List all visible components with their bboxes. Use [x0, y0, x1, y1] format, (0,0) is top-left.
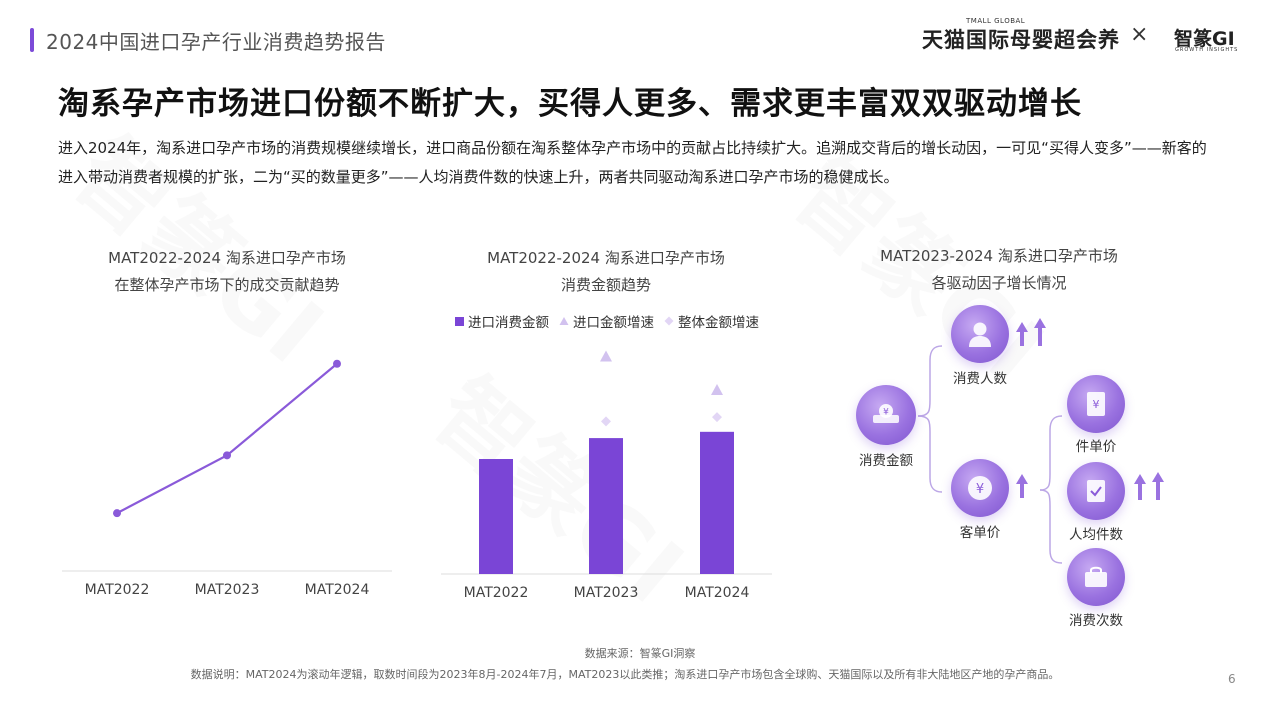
legend-label: 进口金额增速 [573, 315, 654, 331]
chart2-title-line1: MAT2022-2024 淘系进口孕产市场 [487, 249, 725, 267]
price-tag-icon: ¥ [1087, 392, 1105, 416]
zhizhuan-gi-logo: 智篆GI [1174, 28, 1235, 50]
chart1-xtick: MAT2024 [304, 582, 370, 598]
legend-item: 整体金额增速 [664, 311, 759, 331]
items-per-person-circle [1067, 462, 1125, 520]
tmall-global-logo-text: TMALL GLOBAL [966, 17, 1026, 25]
chart2-bar [700, 431, 734, 574]
svg-text:¥: ¥ [1093, 398, 1100, 411]
money-stack-icon: ¥ [873, 404, 899, 423]
chart2-legend: 进口消费金额 进口金额增速 整体金额增速 [455, 311, 759, 331]
chart2-title: MAT2022-2024 淘系进口孕产市场 消费金额趋势 [441, 245, 771, 299]
legend-item: 进口消费金额 [455, 311, 549, 331]
legend-triangle-icon [559, 317, 569, 325]
root-label: 消费金额 [859, 453, 913, 469]
person-icon [969, 322, 991, 347]
consumers-label: 消费人数 [953, 371, 1007, 387]
chart2-title-line2: 消费金额趋势 [560, 276, 651, 294]
page-number: 6 [1228, 672, 1236, 686]
header-accent-bar [30, 28, 34, 52]
legend-bar-swatch [455, 316, 464, 326]
chart1-xtick: MAT2022 [84, 582, 150, 598]
page-headline: 淘系孕产市场进口份额不断扩大，买得人更多、需求更丰富双双驱动增长 [58, 86, 1082, 122]
tmall-brand-logo: 天猫国际母婴超会养 [922, 28, 1120, 52]
drivers-title: MAT2023-2024 淘系进口孕产市场 各驱动因子增长情况 [834, 243, 1164, 297]
item-price-circle: ¥ [1067, 375, 1125, 433]
chart2-xtick: MAT2023 [573, 585, 639, 601]
chart2-xtick: MAT2024 [684, 585, 750, 601]
svg-text:¥: ¥ [883, 408, 889, 418]
brand-separator: × [1130, 22, 1149, 47]
legend-label: 整体金额增速 [678, 315, 759, 331]
legend-item: 进口金额增速 [559, 311, 654, 331]
double-up-arrow-icon [1134, 472, 1164, 500]
chart1-xtick: MAT2023 [194, 582, 260, 598]
legend-label: 进口消费金额 [468, 315, 549, 331]
report-title: 2024中国进口孕产行业消费趋势报告 [46, 30, 386, 54]
chart2-overall-growth-marker [601, 416, 611, 427]
chart1-title-line1: MAT2022-2024 淘系进口孕产市场 [108, 249, 346, 267]
drivers-title-line1: MAT2023-2024 淘系进口孕产市场 [880, 247, 1118, 265]
svg-text:¥: ¥ [976, 482, 984, 497]
data-note: 数据说明：MAT2024为滚动年逻辑，取数时间段为2023年8月-2024年7月… [190, 668, 1060, 681]
unit-price-circle: ¥ [951, 459, 1009, 517]
chart2-bar [479, 459, 513, 574]
chart1-point [113, 509, 121, 518]
up-arrow-icon [1016, 474, 1028, 498]
growth-insights-logo-text: GROWTH INSIGHTS [1175, 47, 1239, 53]
double-up-arrow-icon [1016, 318, 1046, 346]
chart2-overall-growth-marker [712, 412, 722, 423]
chart2-xtick: MAT2022 [463, 585, 529, 601]
item-price-label: 件单价 [1075, 439, 1117, 455]
chart1-title: MAT2022-2024 淘系进口孕产市场 在整体孕产市场下的成交贡献趋势 [62, 245, 392, 299]
unit-price-label: 客单价 [959, 525, 1001, 541]
checklist-icon [1087, 480, 1105, 502]
frequency-label: 消费次数 [1069, 613, 1123, 629]
chart2-import-growth-marker [711, 384, 723, 395]
drivers-title-line2: 各驱动因子增长情况 [931, 274, 1067, 292]
legend-diamond-icon [664, 316, 674, 326]
chart2-bar [589, 438, 623, 574]
consumers-circle [951, 305, 1009, 363]
shopping-bag-icon [1085, 566, 1107, 587]
chart1-point [223, 451, 231, 460]
consumption-amount-circle: ¥ [856, 385, 916, 445]
chart2-import-growth-marker [600, 350, 612, 362]
yen-coin-icon: ¥ [968, 476, 992, 500]
items-per-person-label: 人均件数 [1069, 527, 1123, 543]
chart1-point [333, 359, 341, 368]
frequency-circle [1067, 548, 1125, 606]
intro-paragraph: 进入2024年，淘系进口孕产市场的消费规模继续增长，进口商品份额在淘系整体孕产市… [58, 139, 1207, 186]
data-source: 数据来源：智篆GI洞察 [584, 647, 696, 660]
chart1-title-line2: 在整体孕产市场下的成交贡献趋势 [114, 276, 340, 294]
